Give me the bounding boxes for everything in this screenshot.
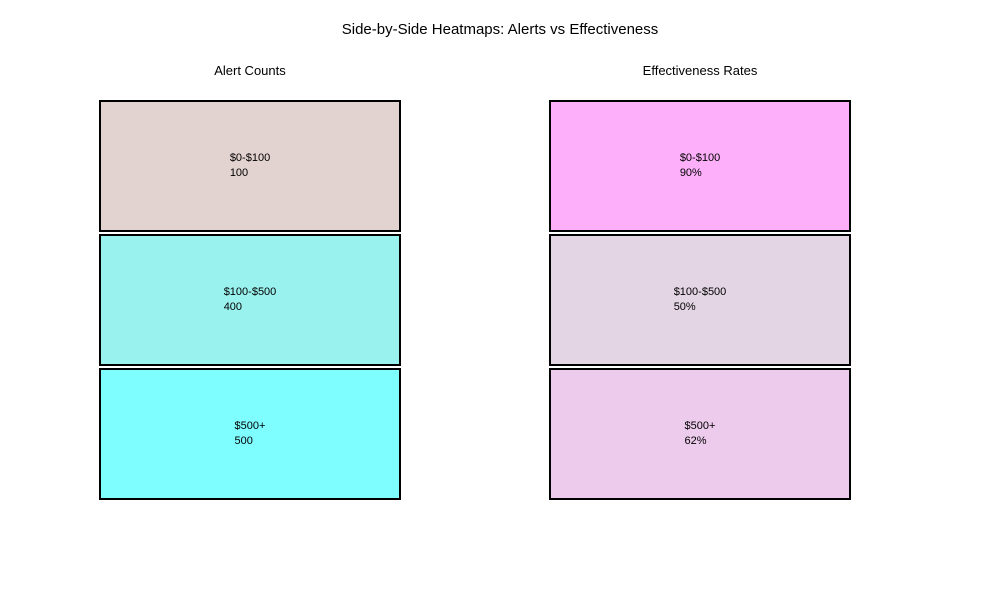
cell-label: $500+ bbox=[684, 420, 716, 432]
heatmap-cell-effectiveness-0-100: $0-$100 90% bbox=[549, 100, 851, 232]
panel-title-effectiveness-rates: Effectiveness Rates bbox=[642, 63, 758, 78]
heatmap-cell-effectiveness-100-500: $100-$500 50% bbox=[549, 234, 851, 366]
cell-text: $500+ 62% bbox=[685, 419, 716, 449]
cell-label: $0-$100 bbox=[679, 152, 721, 164]
cell-value: 500 bbox=[234, 435, 253, 447]
cell-value: 100 bbox=[229, 167, 249, 179]
heatmap-cell-alerts-500-plus: $500+ 500 bbox=[99, 368, 401, 500]
cell-text: $0-$100 100 bbox=[230, 151, 270, 181]
cell-text: $100-$500 400 bbox=[224, 285, 277, 315]
panel-title-alert-counts: Alert Counts bbox=[214, 63, 286, 78]
cell-label: $100-$500 bbox=[223, 286, 277, 298]
cell-value: 50% bbox=[673, 301, 696, 313]
cell-value: 400 bbox=[223, 301, 243, 313]
cell-label: $100-$500 bbox=[673, 286, 727, 298]
cell-label: $500+ bbox=[234, 420, 266, 432]
chart-title: Side-by-Side Heatmaps: Alerts vs Effecti… bbox=[341, 21, 659, 38]
cell-text: $0-$100 90% bbox=[680, 151, 720, 181]
cell-value: 90% bbox=[679, 167, 702, 179]
heatmap-cell-alerts-100-500: $100-$500 400 bbox=[99, 234, 401, 366]
heatmap-cell-effectiveness-500-plus: $500+ 62% bbox=[549, 368, 851, 500]
cell-text: $500+ 500 bbox=[235, 419, 266, 449]
cell-value: 62% bbox=[684, 435, 707, 447]
cell-label: $0-$100 bbox=[229, 152, 271, 164]
cell-text: $100-$500 50% bbox=[674, 285, 727, 315]
heatmap-cell-alerts-0-100: $0-$100 100 bbox=[99, 100, 401, 232]
